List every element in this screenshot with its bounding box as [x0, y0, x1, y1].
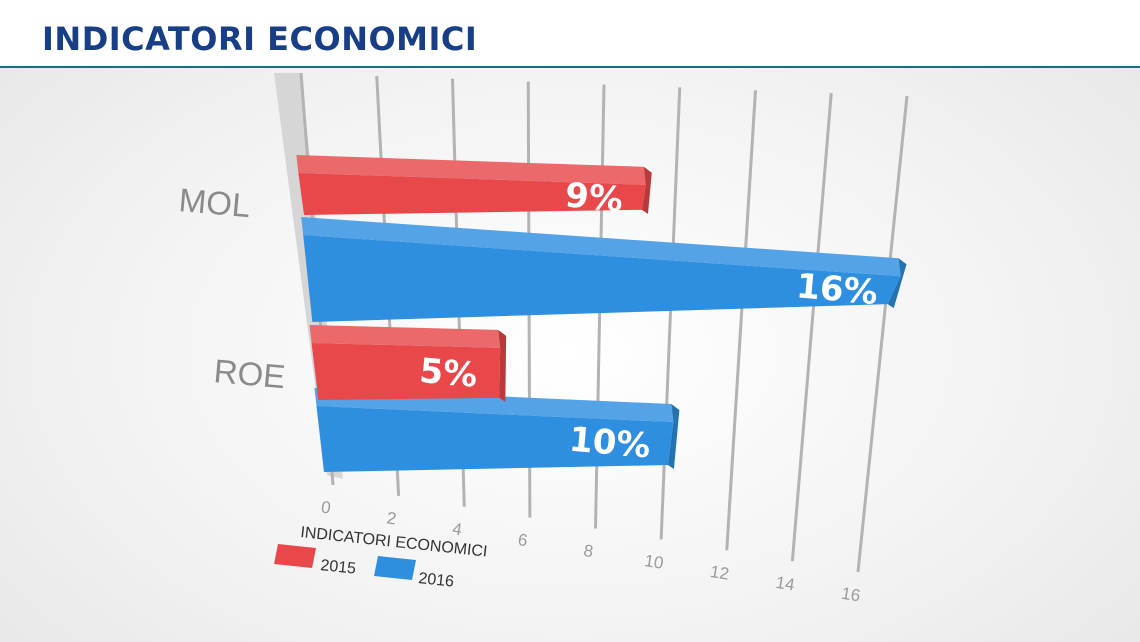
bar-top-face — [301, 217, 901, 277]
x-tick-label: 8 — [582, 541, 594, 561]
page-title: INDICATORI ECONOMICI — [42, 20, 478, 58]
gridline — [659, 87, 682, 540]
x-tick-label: 6 — [517, 530, 529, 550]
x-tick-label: 0 — [320, 497, 332, 517]
x-tick-label: 4 — [451, 519, 463, 539]
x-tick-label: 2 — [385, 508, 397, 528]
bar-end-face — [498, 329, 507, 402]
value-label: 5% — [418, 351, 479, 396]
gridline — [790, 93, 833, 562]
bar-roe-2015 — [309, 325, 507, 402]
bar-top-face — [296, 155, 646, 185]
header: INDICATORI ECONOMICI — [0, 0, 1140, 68]
bar-mol-2016 — [301, 217, 907, 322]
legend-label-2015: 2015 — [320, 557, 357, 578]
value-label: 9% — [563, 175, 624, 220]
gridline — [856, 95, 909, 573]
bar-front-face — [311, 343, 501, 400]
bar-end-face — [641, 166, 652, 214]
legend-label-2016: 2016 — [418, 570, 455, 591]
x-tick-label: 16 — [840, 584, 862, 606]
category-label-mol: MOL — [177, 181, 251, 224]
value-label: 10% — [567, 420, 652, 467]
bar-top-face — [309, 325, 501, 348]
bar-front-face — [298, 173, 646, 215]
x-tick-label: 12 — [709, 562, 731, 584]
legend-swatch-2016 — [374, 556, 416, 580]
bar-front-face — [303, 235, 901, 322]
bar-end-face — [667, 404, 680, 470]
bar-end-face — [887, 258, 907, 309]
category-label-roe: ROE — [212, 352, 286, 395]
gridline — [725, 90, 757, 551]
bar-mol-2015 — [296, 155, 652, 215]
value-label: 16% — [795, 266, 880, 313]
legend-swatch-2015 — [274, 544, 316, 568]
bar-front-face — [316, 406, 674, 472]
x-tick-label: 14 — [774, 573, 796, 595]
x-tick-label: 10 — [643, 551, 665, 573]
